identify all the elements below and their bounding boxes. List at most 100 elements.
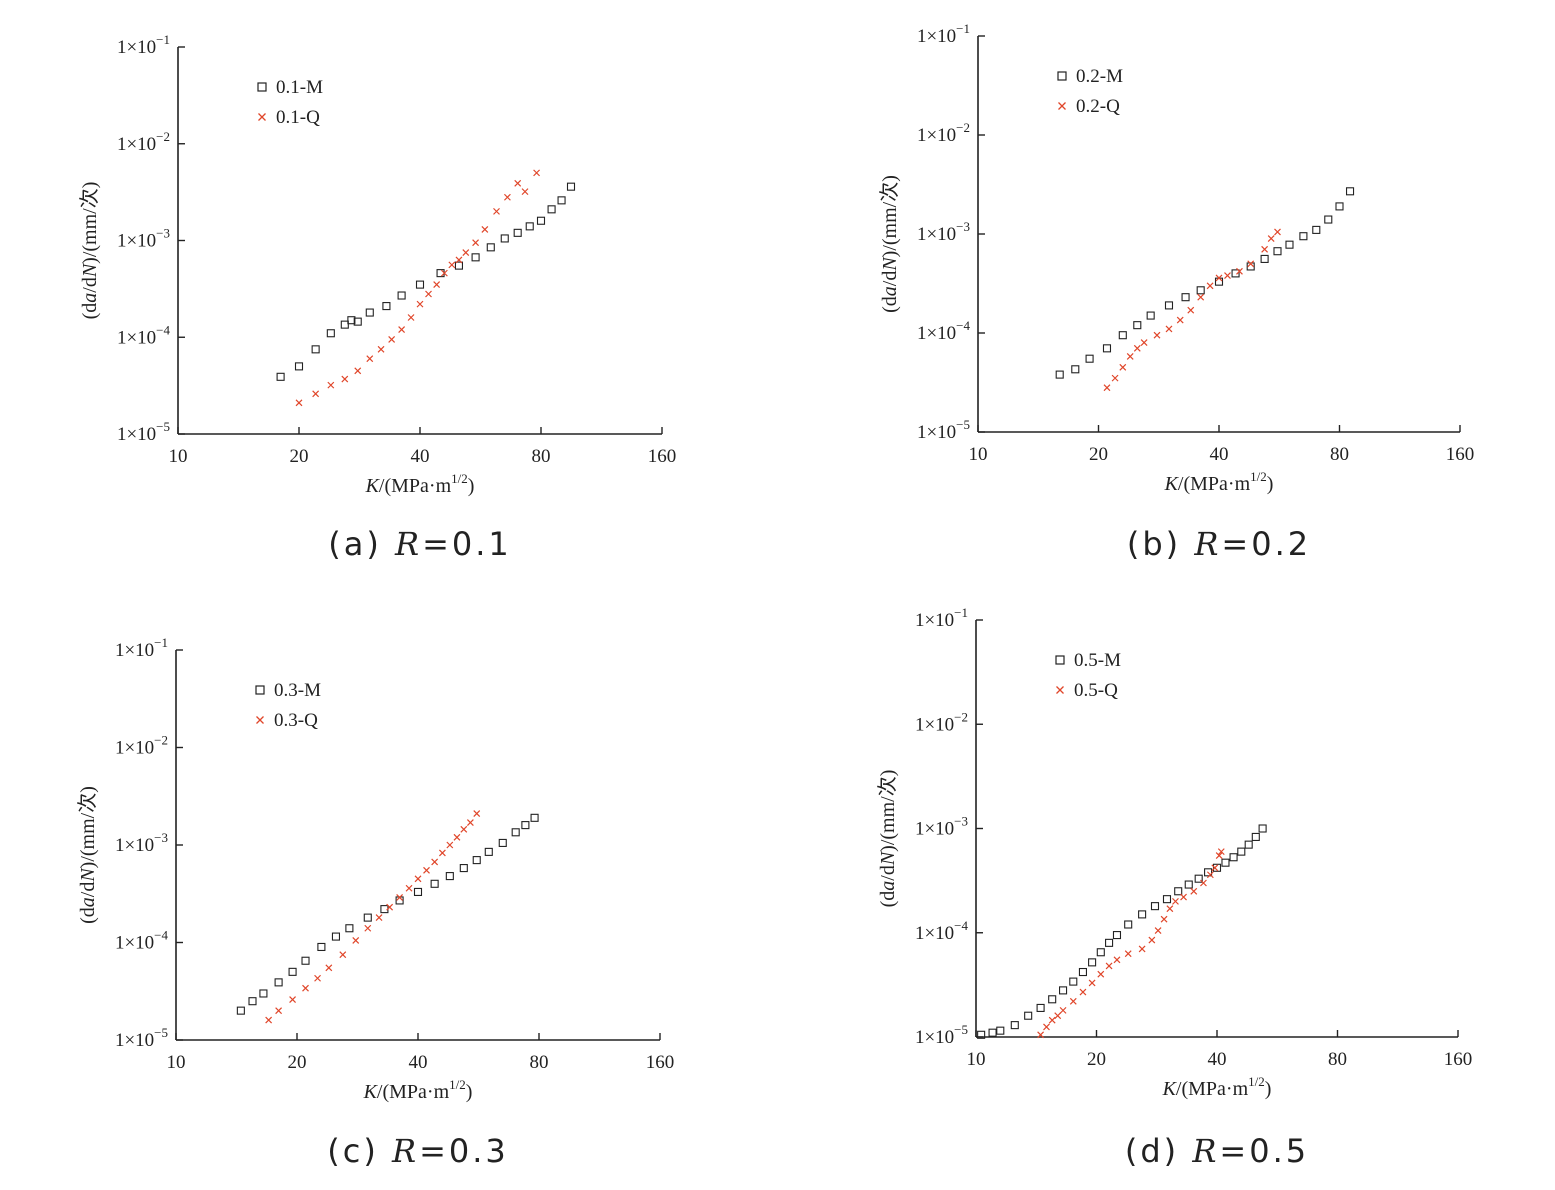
data-point: [1206, 282, 1214, 290]
data-point: [1138, 945, 1146, 953]
data-point: [1133, 321, 1142, 330]
data-point: [521, 821, 530, 830]
data-point: [503, 193, 511, 201]
y-tick-label: 1×10−3: [115, 830, 168, 856]
data-point: [1176, 316, 1184, 324]
y-tick-label: 1×10−4: [117, 322, 171, 348]
legend-item: 0.5-Q: [1056, 680, 1118, 701]
data-point: [1105, 962, 1113, 970]
x-tick-label: 10: [969, 444, 988, 465]
data-point: [1103, 384, 1111, 392]
data-point: [1105, 938, 1114, 947]
x-tick-label: 40: [1208, 1049, 1227, 1070]
data-point: [1260, 254, 1269, 263]
data-point: [397, 291, 406, 300]
data-point: [1133, 344, 1141, 352]
data-point: [455, 256, 463, 264]
data-point: [363, 913, 372, 922]
data-point: [1215, 274, 1223, 282]
data-point: [521, 188, 529, 196]
data-point: [1059, 986, 1068, 995]
data-point: [353, 317, 362, 326]
legend-marker-x: [1056, 686, 1064, 694]
data-point: [1010, 1021, 1019, 1030]
x-tick-label: 160: [1446, 444, 1475, 465]
y-tick-label: 1×10−2: [115, 733, 168, 759]
data-point: [259, 989, 268, 998]
series-0.3-M: [236, 813, 539, 1015]
data-point: [1197, 293, 1205, 301]
data-point: [454, 261, 464, 270]
y-tick-label: 1×10−5: [117, 419, 170, 445]
x-tick-label: 160: [648, 446, 677, 467]
data-point: [1229, 853, 1238, 862]
data-point: [1154, 927, 1162, 934]
series-0.3-Q: [265, 810, 481, 1024]
x-tick-label: 20: [290, 446, 309, 467]
y-axis-label: (da/dN)/(mm/次): [76, 786, 99, 924]
data-point: [1088, 958, 1097, 967]
legend-label: 0.1-Q: [276, 107, 320, 128]
data-point: [1054, 1012, 1062, 1020]
data-point: [380, 905, 389, 914]
data-point: [453, 833, 461, 841]
data-point: [341, 375, 349, 383]
data-point: [1180, 893, 1187, 901]
data-point: [472, 856, 481, 865]
y-tick-label: 1×10−2: [915, 709, 968, 735]
data-point: [1140, 339, 1148, 347]
data-point: [1211, 864, 1219, 872]
legend-marker-square: [255, 685, 265, 695]
data-point: [1244, 840, 1253, 849]
data-point: [1097, 970, 1105, 978]
data-point: [1345, 187, 1355, 196]
data-point: [354, 367, 362, 375]
data-point: [1160, 915, 1168, 923]
data-point: [1212, 863, 1222, 872]
y-tick-label: 1×10−5: [917, 417, 970, 443]
x-axis-label: K/(MPa·m1/2): [365, 471, 475, 497]
data-point: [274, 978, 283, 987]
data-point: [1059, 1006, 1067, 1014]
data-point: [405, 884, 413, 892]
legend-label: 0.2-M: [1076, 66, 1123, 87]
legend-marker-x: [258, 113, 266, 121]
data-point: [340, 320, 349, 329]
data-point: [1119, 363, 1127, 371]
data-point: [460, 825, 468, 833]
data-point: [265, 1016, 273, 1024]
data-point: [1138, 910, 1147, 919]
data-point: [513, 228, 522, 237]
data-point: [295, 399, 303, 407]
data-point: [375, 914, 383, 922]
data-point: [1148, 936, 1156, 944]
data-point: [248, 997, 257, 1006]
data-point: [1102, 344, 1112, 353]
data-point: [1024, 1011, 1033, 1020]
data-point: [347, 316, 356, 325]
data-point: [1069, 977, 1078, 986]
x-tick-label: 10: [967, 1049, 986, 1070]
data-point: [500, 234, 509, 243]
data-point: [440, 269, 448, 277]
series-0.1-M: [276, 182, 576, 381]
x-tick-label: 20: [288, 1052, 307, 1073]
data-point: [339, 951, 347, 959]
panel-caption: (a) R=0.1: [328, 525, 512, 563]
data-point: [977, 1030, 986, 1039]
data-point: [236, 1006, 245, 1015]
x-tick-label: 160: [1444, 1049, 1473, 1070]
y-tick-label: 1×10−4: [915, 918, 969, 944]
data-point: [1150, 902, 1160, 911]
data-point: [331, 932, 341, 941]
data-point: [498, 838, 507, 847]
x-tick-label: 10: [167, 1052, 186, 1073]
data-point: [1085, 354, 1094, 363]
legend-item: 0.2-M: [1057, 66, 1123, 87]
legend-item: 0.5-M: [1055, 650, 1121, 671]
x-tick-label: 80: [1328, 1049, 1347, 1070]
data-point: [1215, 852, 1223, 859]
data-point: [1071, 365, 1080, 374]
data-point: [1113, 956, 1121, 964]
